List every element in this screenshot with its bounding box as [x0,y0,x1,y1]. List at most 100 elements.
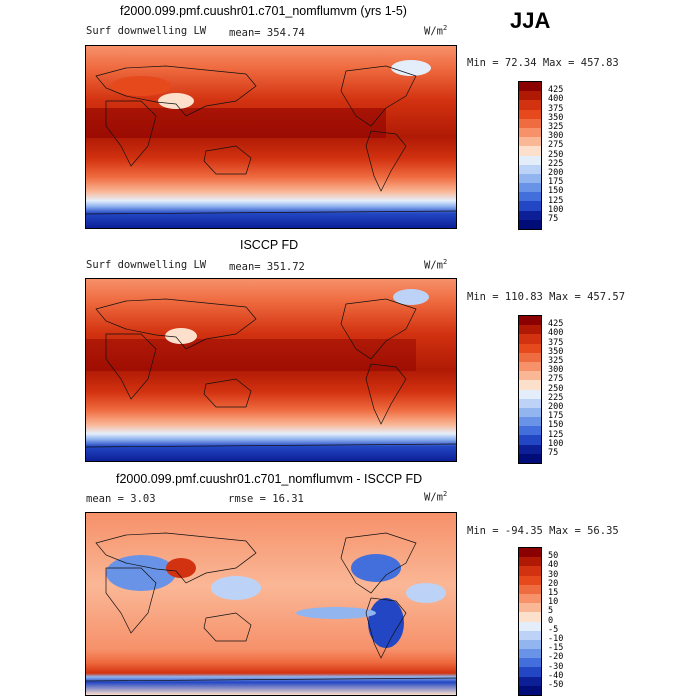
colorbar-swatch [519,417,541,427]
colorbar-tick-label: 15 [548,588,559,598]
colorbar-swatch [519,603,541,613]
colorbar-tick-label: -5 [548,624,559,635]
panel-1-field-label: Surf downwelling LW [86,25,207,37]
colorbar-tick-label: 375 [548,337,564,348]
colorbar-swatch [519,82,541,92]
colorbar-tick-label: 200 [548,402,564,412]
colorbar-swatch [519,91,541,101]
colorbar-swatch [519,566,541,576]
colorbar-swatch [519,584,541,594]
colorbar-tick-label: 375 [548,103,564,114]
colorbar-swatch [519,325,541,335]
colorbar-tick-label: 125 [548,429,564,440]
panel-2-map [85,278,457,462]
colorbar-tick-label: 175 [548,411,564,422]
colorbar-swatch [519,380,541,390]
colorbar-tick-label: 175 [548,177,564,188]
colorbar-tick-label: 325 [548,122,564,132]
colorbar-swatch [519,192,541,202]
colorbar-swatch [519,352,541,362]
colorbar-swatch [519,219,541,229]
colorbar-swatch [519,407,541,418]
colorbar-tick-label: 350 [548,112,564,123]
panel-1-colorbar [518,81,542,230]
colorbar-swatch [519,621,541,631]
panel-2-colorbar [518,315,542,464]
colorbar-tick-label: 20 [548,578,559,589]
colorbar-swatch [519,548,541,558]
colorbar-tick-label: 400 [548,328,564,339]
colorbar-tick-label: -30 [548,661,564,672]
colorbar-tick-label: -40 [548,670,564,681]
colorbar-swatch [519,334,541,344]
colorbar-tick-label: 350 [548,346,564,357]
colorbar-tick-label: 225 [548,392,564,403]
colorbar-tick-label: 125 [548,195,564,206]
panel-3-mean-label: mean = 3.03 [86,493,156,505]
colorbar-swatch [519,343,541,353]
panel-3-map [85,512,457,696]
colorbar-swatch [519,173,541,184]
colorbar-swatch [519,201,541,211]
colorbar-tick-label: -20 [548,652,564,663]
colorbar-tick-label: 50 [548,551,559,562]
colorbar-tick-label: 250 [548,383,564,394]
colorbar-tick-label: 0 [548,615,554,626]
panel-2-map-svg [86,279,456,461]
colorbar-tick-label: 150 [548,186,564,197]
colorbar-swatch [519,557,541,567]
colorbar-tick-label: 200 [548,168,564,178]
colorbar-tick-label: 300 [548,131,564,142]
colorbar-tick-label: 75 [548,448,559,458]
colorbar-tick-label: 400 [548,94,564,105]
colorbar-swatch [519,453,541,463]
colorbar-swatch [519,146,541,156]
colorbar-tick-label: 275 [548,140,564,151]
colorbar-swatch [519,435,541,445]
colorbar-tick-label: 40 [548,560,559,571]
colorbar-tick-label: 325 [548,356,564,366]
colorbar-tick-label: 300 [548,365,564,376]
colorbar-swatch [519,316,541,326]
colorbar-swatch [519,444,541,454]
colorbar-tick-label: 425 [548,319,564,330]
panel-2-minmax: Min = 110.83 Max = 457.57 [467,291,626,303]
colorbar-swatch [519,676,541,686]
colorbar-swatch [519,575,541,585]
colorbar-swatch [519,155,541,165]
colorbar-swatch [519,593,541,604]
panel-2-title: ISCCP FD [240,238,299,252]
panel-3-units: W/m2 [424,490,448,504]
colorbar-tick-label: 10 [548,597,559,608]
colorbar-tick-label: 75 [548,214,559,224]
panel-3-rmse-label: rmse = 16.31 [228,493,304,505]
colorbar-swatch [519,389,541,399]
colorbar-swatch [519,649,541,659]
colorbar-tick-label: 425 [548,85,564,96]
colorbar-swatch [519,667,541,677]
colorbar-swatch [519,685,541,695]
colorbar-swatch [519,612,541,622]
panel-3-minmax: Min = -94.35 Max = 56.35 [467,525,619,537]
panel-1-map [85,45,457,229]
colorbar-swatch [519,118,541,128]
season-label: JJA [510,8,551,33]
colorbar-tick-label: 5 [548,606,554,617]
colorbar-tick-label: 150 [548,420,564,431]
colorbar-tick-label: 275 [548,374,564,385]
colorbar-tick-label: -15 [548,643,564,654]
colorbar-tick-label: 100 [548,204,564,215]
colorbar-tick-label: 250 [548,149,564,160]
panel-3-colorbar [518,547,542,696]
panel-2-field-label: Surf downwelling LW [86,259,207,271]
colorbar-tick-label: 30 [548,569,559,580]
colorbar-tick-label: -10 [548,634,564,644]
panel-2-mean-label: mean= 351.72 [229,261,305,273]
colorbar-swatch [519,137,541,147]
colorbar-swatch [519,630,541,640]
colorbar-swatch [519,210,541,220]
colorbar-swatch [519,371,541,381]
panel-1-title: f2000.099.pmf.cuushr01.c701_nomflumvm (y… [120,4,407,18]
panel-1-units: W/m2 [424,24,448,38]
panel-3-title: f2000.099.pmf.cuushr01.c701_nomflumvm - … [116,472,423,486]
